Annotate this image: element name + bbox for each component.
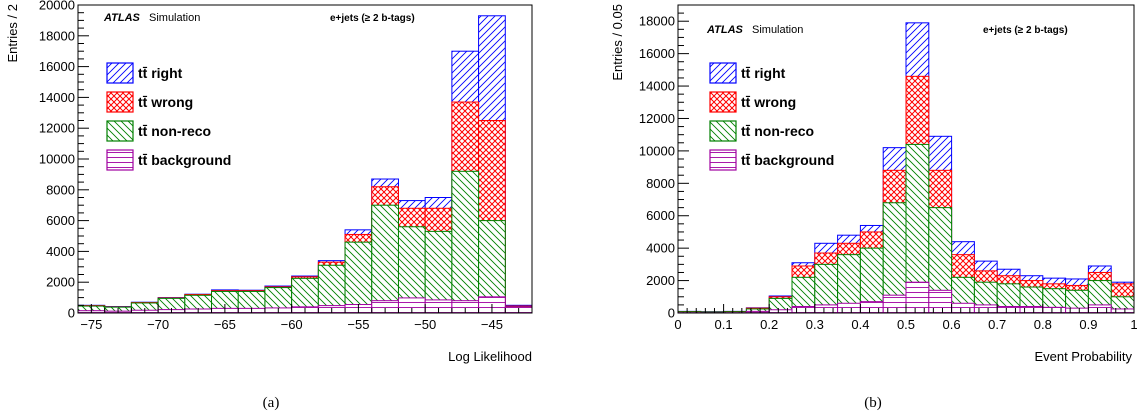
simulation-label-b: Simulation	[752, 24, 803, 36]
wrong-legend-label-1: tt̄ wrong	[741, 94, 796, 110]
axis-ticks-a	[77, 4, 533, 314]
x-tick-label-0-2: −65	[214, 317, 236, 332]
x-tick-label-1-5: 0.5	[897, 317, 915, 332]
background-bar-fill-1-19	[1110, 308, 1135, 314]
background-bar-fill-1-11	[928, 289, 953, 314]
x-tick-label-0-1: −70	[147, 317, 169, 332]
legend-a: tt̄ right tt̄ wrong tt̄ non-reco tt̄ backgr…	[106, 62, 231, 171]
background-legend-swatch-1	[709, 149, 737, 171]
simulation-label-a: Simulation	[149, 12, 200, 24]
y-tick-label-0-1: 2000	[46, 275, 75, 290]
y-tick-label-1-2: 4000	[646, 241, 675, 256]
y-tick-label-1-6: 12000	[639, 111, 675, 126]
tick-labels-b: 0 0.1 0.2 0.3 0.4 0.5 0.6 0.7 0.8 0.9 1 0 2000 4000 60…	[639, 14, 1138, 332]
x-axis-label-a: Log Likelihood	[448, 349, 532, 364]
right-legend-swatch-0	[106, 62, 134, 84]
background-legend-label-1: tt̄ background	[741, 152, 834, 168]
background-legend-label-0: tt̄ background	[138, 152, 231, 168]
nonreco-legend-swatch-1	[709, 120, 737, 142]
x-tick-label-1-6: 0.6	[943, 317, 961, 332]
wrong-legend-swatch-1	[709, 91, 737, 113]
x-tick-label-1-4: 0.4	[851, 317, 869, 332]
background-bar-fill-1-15	[1019, 306, 1044, 314]
x-tick-label-1-9: 0.9	[1079, 317, 1097, 332]
y-tick-label-0-7: 14000	[39, 90, 75, 105]
x-tick-label-0-0: −75	[80, 317, 102, 332]
right-legend-label-0: tt̄ right	[138, 65, 183, 81]
y-tick-label-1-1: 2000	[646, 273, 675, 288]
background-bar-fill-1-13	[973, 304, 998, 314]
y-tick-label-0-0: 0	[68, 306, 75, 321]
y-tick-label-0-9: 18000	[39, 28, 75, 43]
nonreco-bar-fill-0-9	[317, 264, 346, 314]
y-tick-label-0-4: 8000	[46, 182, 75, 197]
x-tick-label-1-2: 0.2	[760, 317, 778, 332]
nonreco-bar-fill-0-13	[424, 230, 453, 314]
channel-label-b: e+jets (≥ 2 b-tags)	[983, 25, 1068, 36]
y-tick-label-0-10: 20000	[39, 0, 75, 13]
background-bar-fill-1-14	[996, 306, 1021, 314]
y-axis-label-a: Entries / 2	[5, 4, 20, 63]
y-tick-label-1-0: 0	[668, 306, 675, 321]
x-tick-label-0-3: −60	[281, 317, 303, 332]
background-bar-fill-1-7	[837, 302, 861, 314]
caption-b: (b)	[864, 395, 882, 411]
background-bar-fill-1-5	[791, 306, 816, 314]
x-tick-label-1-8: 0.8	[1034, 317, 1052, 332]
y-axis-label-b: Entries / 0.05	[610, 4, 625, 81]
y-tick-label-0-3: 6000	[46, 213, 75, 228]
panel-b: 0 0.1 0.2 0.3 0.4 0.5 0.6 0.7 0.8 0.9 1 0 2000 4000 60…	[610, 4, 1138, 411]
caption-a: (a)	[263, 395, 280, 411]
tick-labels-a: −75 −70 −65 −60 −55 −50 −45 0 2000 4000 6000 8000 10…	[39, 0, 503, 332]
y-tick-label-0-5: 10000	[39, 152, 75, 167]
x-tick-label-1-0: 0	[674, 317, 681, 332]
atlas-label-a: ATLAS	[103, 12, 141, 24]
nonreco-legend-label-0: tt̄ non-reco	[138, 123, 211, 139]
y-tick-label-0-2: 4000	[46, 244, 75, 259]
background-bar-fill-1-17	[1065, 307, 1089, 314]
panel-a: −75 −70 −65 −60 −55 −50 −45 0 2000 4000 6000 8000 10…	[5, 0, 533, 411]
y-tick-label-1-7: 14000	[639, 79, 675, 94]
x-axis-label-b: Event Probability	[1034, 349, 1132, 364]
background-bar-fill-1-18	[1087, 304, 1112, 314]
stacked-histogram-b	[677, 22, 1135, 314]
x-tick-label-0-6: −45	[481, 317, 503, 332]
wrong-legend-swatch-0	[106, 91, 134, 113]
wrong-legend-label-0: tt̄ wrong	[138, 94, 193, 110]
legend-b: tt̄ right tt̄ wrong tt̄ non-reco tt̄ backgr…	[709, 62, 834, 171]
x-tick-label-1-3: 0.3	[806, 317, 824, 332]
y-tick-label-1-8: 16000	[639, 46, 675, 61]
background-bar-fill-1-6	[814, 304, 839, 314]
y-tick-label-1-9: 18000	[639, 14, 675, 29]
x-tick-label-1-10: 1	[1130, 317, 1137, 332]
y-tick-label-1-3: 6000	[646, 208, 675, 223]
nonreco-bar-fill-0-10	[344, 241, 373, 314]
plot-frame-a	[77, 4, 533, 314]
channel-label-a: e+jets (≥ 2 b-tags)	[330, 13, 415, 24]
background-bar-fill-1-8	[859, 301, 884, 314]
plot-frame-b	[677, 4, 1135, 314]
nonreco-bar-fill-0-14	[451, 170, 480, 314]
y-tick-label-1-5: 10000	[639, 143, 675, 158]
nonreco-bar-fill-0-11	[371, 204, 399, 314]
background-bar-fill-1-9	[882, 294, 907, 314]
atlas-label-b: ATLAS	[706, 24, 744, 36]
x-tick-label-1-1: 0.1	[715, 317, 733, 332]
background-bar-fill-1-16	[1042, 306, 1067, 314]
y-tick-label-0-8: 16000	[39, 59, 75, 74]
y-tick-label-0-6: 12000	[39, 121, 75, 136]
axis-ticks-b	[677, 4, 1135, 314]
nonreco-legend-label-1: tt̄ non-reco	[741, 123, 814, 139]
right-legend-swatch-1	[709, 62, 737, 84]
nonreco-legend-swatch-0	[106, 120, 134, 142]
background-bar-fill-1-10	[905, 281, 930, 314]
right-legend-label-1: tt̄ right	[741, 65, 786, 81]
background-bar-fill-1-12	[951, 302, 975, 314]
background-legend-swatch-0	[106, 149, 134, 171]
x-tick-label-0-5: −50	[414, 317, 436, 332]
x-tick-label-1-7: 0.7	[988, 317, 1006, 332]
y-tick-label-1-4: 8000	[646, 176, 675, 191]
x-tick-label-0-4: −55	[347, 317, 369, 332]
